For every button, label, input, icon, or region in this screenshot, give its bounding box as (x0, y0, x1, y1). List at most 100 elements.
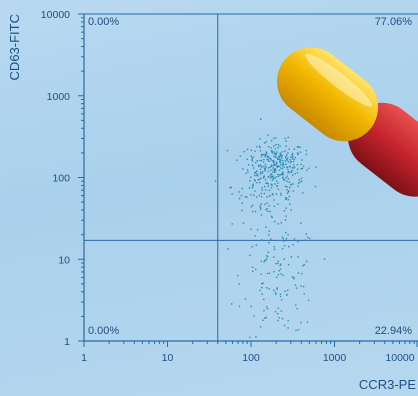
event-dot (240, 194, 243, 197)
event-dot (262, 171, 264, 173)
x-tick-label: 1000 (323, 352, 347, 364)
event-dot (269, 210, 271, 213)
event-dot (276, 166, 278, 168)
event-dot (254, 180, 256, 182)
event-dot (278, 317, 280, 319)
event-dot (261, 286, 263, 289)
event-dot (299, 146, 301, 149)
event-dot (289, 203, 291, 205)
event-dot (283, 245, 286, 247)
event-dot (263, 175, 265, 177)
event-dot (249, 336, 251, 338)
event-dot (291, 276, 294, 278)
event-dot (279, 156, 281, 159)
event-dot (274, 154, 277, 156)
event-dot (287, 178, 289, 180)
event-dot (254, 190, 256, 192)
event-dot (284, 198, 287, 201)
event-dot (267, 167, 270, 169)
event-dot (287, 263, 290, 266)
event-dot (286, 154, 288, 156)
event-dot (273, 199, 275, 201)
event-dot (287, 168, 289, 171)
event-dot (238, 283, 240, 285)
quadrant-lower-right-percent: 22.94% (375, 325, 413, 337)
event-dot (241, 202, 243, 204)
event-dot (281, 151, 284, 153)
event-dot (244, 298, 247, 300)
event-dot (285, 163, 287, 165)
event-dot (290, 156, 292, 158)
event-dot (295, 287, 298, 289)
event-dot (307, 299, 310, 301)
event-dot (274, 170, 276, 172)
event-dot (285, 197, 287, 199)
event-dot (277, 182, 279, 184)
event-dot (251, 187, 254, 189)
event-dot (254, 150, 256, 153)
event-dot (284, 137, 286, 140)
event-dot (226, 149, 229, 152)
event-dot (276, 185, 278, 188)
event-dot (285, 145, 287, 147)
event-dot (264, 179, 267, 181)
event-dot (261, 189, 263, 191)
event-dot (315, 166, 317, 168)
event-dot (253, 315, 255, 317)
event-dot (274, 171, 276, 174)
event-dot (276, 287, 278, 289)
event-dot (272, 160, 275, 162)
event-dot (270, 164, 273, 166)
event-dot (293, 277, 295, 280)
event-dot (270, 159, 272, 161)
x-tick-label: 1 (81, 352, 87, 364)
event-dot (285, 237, 288, 240)
event-dot (253, 167, 255, 169)
event-dot (270, 169, 272, 171)
event-dot (285, 231, 287, 234)
event-dot (267, 158, 270, 160)
event-dot (264, 167, 266, 170)
event-dot (260, 273, 262, 275)
event-dot (280, 273, 282, 275)
event-dot (300, 285, 302, 287)
event-dot (281, 172, 283, 174)
event-dot (283, 324, 286, 327)
event-dot (264, 185, 266, 188)
event-dot (256, 146, 258, 148)
event-dot (277, 175, 280, 178)
event-dot (260, 159, 263, 162)
event-dot (277, 274, 280, 276)
event-dot (267, 156, 270, 158)
event-dot (273, 168, 275, 171)
event-dot (285, 176, 287, 179)
event-dot (286, 186, 288, 188)
event-dot (280, 310, 282, 312)
event-dot (231, 223, 233, 225)
event-dot (261, 153, 264, 156)
event-dot (265, 141, 267, 143)
event-dot (266, 196, 268, 198)
event-dot (286, 175, 288, 177)
event-dot (263, 309, 265, 312)
event-dot (301, 180, 303, 182)
x-tick-label: 10 (162, 352, 174, 364)
event-dot (251, 164, 254, 166)
event-dot (265, 226, 267, 228)
quadrant-gate (84, 14, 418, 341)
event-dot (273, 289, 275, 292)
event-dot (274, 148, 276, 150)
event-dot (280, 155, 282, 157)
event-dot (283, 179, 286, 181)
event-dot (269, 166, 271, 168)
capsule-red-half (347, 102, 418, 197)
event-dot (287, 319, 289, 322)
event-dot (280, 263, 282, 265)
event-dot (285, 157, 287, 159)
event-dot (280, 194, 282, 196)
event-dot (277, 307, 279, 309)
event-dot (309, 237, 311, 240)
event-dot (260, 153, 263, 156)
event-dot (279, 159, 281, 161)
event-dot (265, 182, 267, 184)
